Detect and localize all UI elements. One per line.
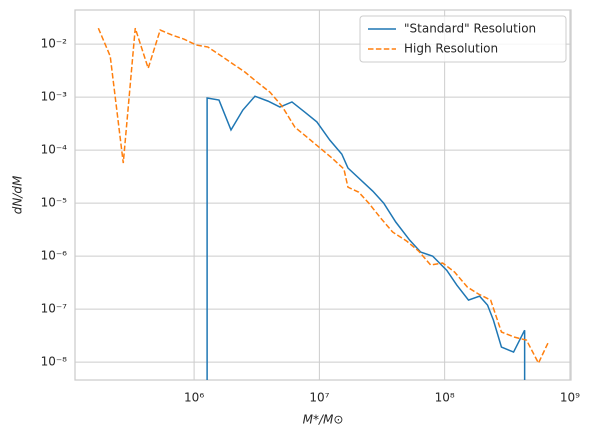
y-tick-label: 10⁻³ xyxy=(41,90,68,104)
data-line xyxy=(206,95,526,380)
x-tick-label: 10⁶ xyxy=(184,391,204,405)
x-axis-label: M*/M⊙ xyxy=(303,413,344,427)
y-tick-label: 10⁻⁵ xyxy=(41,196,68,210)
plot-frame xyxy=(74,9,572,381)
legend: "Standard" Resolution High Resolution xyxy=(359,15,567,63)
y-tick-label: 10⁻⁸ xyxy=(41,355,68,369)
x-tick-label: 10⁹ xyxy=(560,391,580,405)
y-tick-label: 10⁻⁷ xyxy=(41,302,68,316)
legend-box xyxy=(359,15,567,63)
legend-label: High Resolution xyxy=(404,42,498,56)
y-tick-label: 10⁻⁴ xyxy=(41,143,68,157)
plot-area xyxy=(97,27,550,380)
data-line xyxy=(97,27,550,365)
y-tick-label: 10⁻⁶ xyxy=(41,249,68,263)
y-tick-label: 10⁻² xyxy=(41,37,68,51)
y-axis-label: dN/dM xyxy=(11,175,25,214)
legend-label: "Standard" Resolution xyxy=(404,22,536,36)
x-tick-label: 10⁷ xyxy=(309,391,329,405)
x-tick-label: 10⁸ xyxy=(435,391,455,405)
